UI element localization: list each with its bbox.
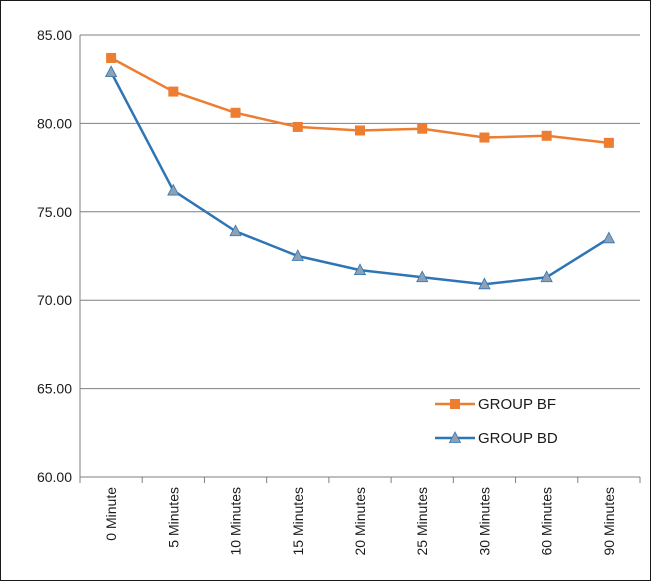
series-1	[104, 65, 616, 290]
legend-label: GROUP BD	[478, 430, 558, 447]
data-point	[602, 231, 616, 244]
x-tick-label: 0 Minute	[103, 487, 119, 541]
data-point	[291, 249, 304, 261]
data-point	[479, 132, 490, 143]
x-tick-label: 15 Minutes	[290, 487, 306, 555]
data-point	[229, 224, 242, 237]
data-point	[168, 86, 179, 97]
y-tick-labels: 60.00 65.00 70.00 75.00 80.00 85.00	[37, 27, 72, 485]
legend-marker	[448, 431, 462, 443]
x-tick-label: 20 Minutes	[352, 487, 368, 555]
data-point	[540, 270, 553, 283]
data-point	[167, 183, 180, 196]
x-tick-label: 60 Minutes	[539, 487, 555, 555]
x-tick-label: 90 Minutes	[601, 487, 617, 555]
legend-item: GROUP BF	[435, 396, 556, 413]
legend-item: GROUP BD	[435, 430, 558, 447]
y-tick-label: 65.00	[37, 381, 72, 397]
x-tick-label: 30 Minutes	[476, 487, 492, 555]
data-point	[292, 121, 303, 132]
data-point	[478, 277, 491, 290]
x-tick-label: 5 Minutes	[165, 487, 181, 548]
data-point	[355, 125, 365, 136]
x-tick-label: 10 Minutes	[228, 487, 244, 555]
data-point	[230, 107, 241, 118]
legend-label: GROUP BF	[478, 396, 556, 413]
x-tick-label: 25 Minutes	[414, 487, 430, 555]
y-tick-label: 85.00	[37, 27, 72, 43]
series-line	[110, 71, 610, 286]
series	[104, 52, 616, 290]
data-point	[417, 123, 428, 134]
y-tick-label: 75.00	[37, 204, 72, 220]
data-point	[416, 270, 429, 283]
data-point	[541, 130, 552, 141]
data-point	[353, 263, 367, 276]
data-point	[603, 137, 614, 148]
data-point	[106, 52, 117, 63]
data-point	[104, 65, 118, 78]
y-tick-label: 60.00	[37, 469, 72, 485]
axes	[79, 35, 641, 483]
series-0	[106, 52, 614, 148]
y-tick-label: 80.00	[37, 115, 72, 131]
y-tick-label: 70.00	[37, 292, 72, 308]
x-tick-labels: 0 Minute 5 Minutes 10 Minutes 15 Minutes 20 …	[103, 487, 617, 556]
legend: GROUP BF GROUP BD	[435, 396, 558, 447]
legend-marker	[450, 399, 460, 409]
